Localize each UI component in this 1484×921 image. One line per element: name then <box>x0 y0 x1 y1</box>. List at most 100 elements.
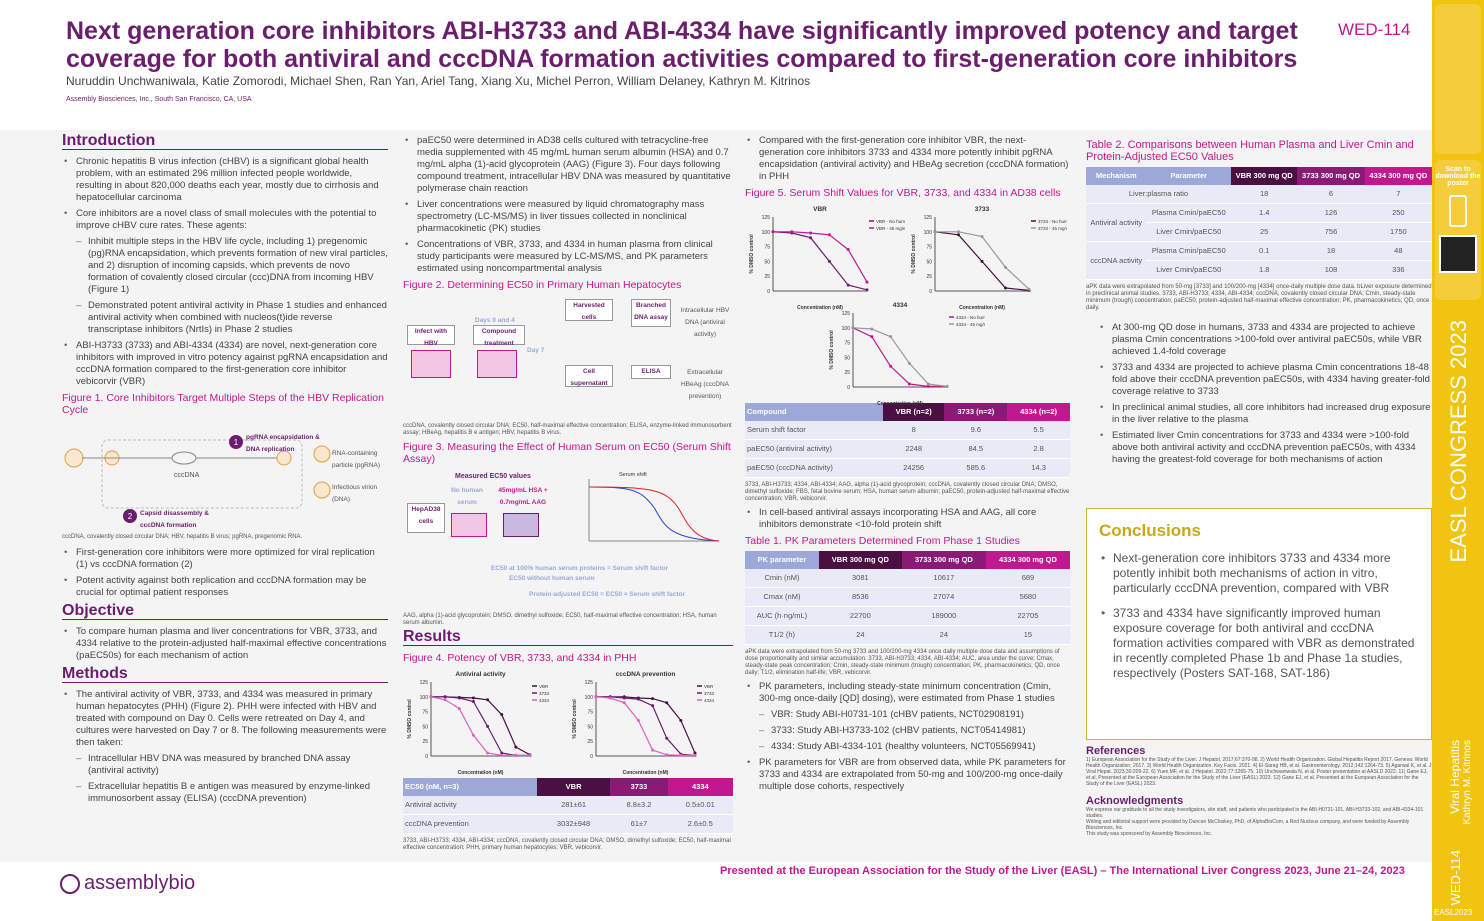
logo-text: assemblybio <box>84 872 196 894</box>
param-cell: Liver Cmin/paEC50 <box>1146 260 1231 280</box>
table2-cell: 25 <box>1230 222 1298 242</box>
serum-shift-title: Serum shift <box>619 472 647 478</box>
fig5-title: Figure 5. Serum Shift Values for VBR, 37… <box>745 187 1061 199</box>
sidebar-code: WED-114 <box>1448 850 1463 906</box>
qr-code[interactable] <box>1439 235 1477 273</box>
fig3-diagram: Measured EC50 values No human serum 45mg… <box>403 469 733 609</box>
ratio-cell: 7 <box>1364 185 1432 204</box>
y-axis-label: % DMSO control <box>829 330 835 370</box>
scan-text: Scan to download the poster <box>1435 166 1481 187</box>
methods-title: Methods <box>62 666 388 683</box>
fig5-cell: 5.5 <box>1007 421 1070 440</box>
legend-label: 3733 - 45 mg/ml HSA + 0.7mg/ml AAG <box>1038 226 1067 231</box>
references-text: 1) European Association for the Study of… <box>1086 757 1432 787</box>
series-line <box>595 696 695 756</box>
fig2-title: Figure 2. Determining EC50 in Primary Hu… <box>403 279 682 291</box>
col3-sub-1: VBR: Study ABI-H0731-101 (cHBV patients,… <box>745 709 1070 721</box>
y-axis-label: % DMSO control <box>407 699 413 739</box>
fig4-th: EC50 (nM, n=3) <box>403 778 537 796</box>
col4-bullet-4: Estimated liver Cmin concentrations for … <box>1098 430 1432 466</box>
y-tick-label: 0 <box>590 754 593 760</box>
data-point <box>1004 286 1007 290</box>
fig1-label-2: Capsid disassembly & cccDNA formation <box>140 510 209 529</box>
table1-th: 3733 300 mg QD <box>901 551 986 569</box>
y-tick-label: 50 <box>422 724 428 730</box>
data-point <box>693 753 697 757</box>
legend-label: VBR - No human serum <box>876 219 905 224</box>
table1-th: VBR 300 mg QD <box>818 551 902 569</box>
table1-cell: 24 <box>818 625 902 645</box>
extra-label: Extracellular HBeAg (cccDNA prevention) <box>680 369 730 400</box>
column-2: paEC50 were determined in AD38 cells cul… <box>403 135 733 852</box>
table1-cell: 189000 <box>901 606 986 626</box>
infectious-virion-icon <box>313 481 331 499</box>
y-tick-label: 125 <box>924 215 933 221</box>
y-tick-label: 125 <box>842 311 851 317</box>
assemblybio-logo: assemblybio <box>60 872 195 895</box>
mechanism-cell: Antiviral activity <box>1086 203 1147 242</box>
data-point <box>846 283 850 287</box>
table2-cell: 1750 <box>1364 222 1432 242</box>
data-point <box>443 695 447 699</box>
table2-cell: 336 <box>1364 260 1432 280</box>
series-line <box>852 327 947 387</box>
cccdna-chart: 0 25 50 75 100 125 cccDNA prevention Concentrat… <box>572 671 715 776</box>
data-point <box>1004 265 1007 269</box>
fig4-title: Figure 4. Potency of VBR, 3733, and 4334… <box>403 652 637 664</box>
day7-label: Day 7 <box>527 347 545 354</box>
fig4-cell: 3032±948 <box>536 814 611 834</box>
fig5-cell: 585.6 <box>944 458 1008 478</box>
methods-sub-1: Intracellular HBV DNA was measured by br… <box>62 753 388 777</box>
ratio-label: Liver:plasma ratio <box>1086 185 1231 204</box>
fig5-cell: paEC50 (antiviral activity) <box>745 439 883 459</box>
plate-icon <box>477 350 517 378</box>
no-serum-label: No human serum <box>451 487 483 506</box>
step-1-marker <box>229 435 243 449</box>
data-point <box>651 697 655 701</box>
data-point <box>980 235 984 239</box>
col4-bullet-2: 3733 and 4334 are projected to achieve p… <box>1098 362 1432 398</box>
column-1: Introduction Chronic hepatitis B virus i… <box>62 133 388 809</box>
y-tick-label: 100 <box>762 230 771 236</box>
table2-th: 4334 300 mg QD <box>1364 167 1432 185</box>
harvested-box: Harvested cells <box>565 299 613 321</box>
fig1-label-rna: RNA-containing particle (pgRNA) <box>332 450 381 469</box>
data-point <box>870 327 874 331</box>
fig4-cell: 61±7 <box>610 814 668 834</box>
data-point <box>429 695 433 699</box>
data-point <box>846 248 850 252</box>
param-cell: Plasma Cmin/paEC50 <box>1146 241 1231 261</box>
fig5-cell: 9.6 <box>944 421 1008 440</box>
fig1-title: Figure 1. Core Inhibitors Target Multipl… <box>62 392 384 416</box>
authors: Nuruddin Unchwaniwala, Katie Zomorodi, M… <box>66 74 811 88</box>
vbr-chart: 0 25 50 75 100 125 VBR Concentration (nM) % DMSO… <box>749 206 905 311</box>
data-point <box>457 707 461 711</box>
supernatant-box: Cell supernatant <box>565 365 613 387</box>
table1-cell: AUC (h·ng/mL) <box>745 606 819 626</box>
data-point <box>945 384 949 388</box>
3733-chart: 0 25 50 75 100 125 3733 Concentration (nM) % DMS… <box>911 206 1067 311</box>
legend-label: 4334 - No human serum <box>956 315 985 320</box>
data-point <box>636 718 640 722</box>
table1-cell: 10617 <box>901 569 986 588</box>
with-serum-label: 45mg/mL HSA + 0.7mg/mL AAG <box>498 487 548 506</box>
fig5-caption: 3733, ABI-H3733; 4334, ABI-4334; AAG, al… <box>745 482 1070 502</box>
virion-icon <box>64 448 84 468</box>
data-point <box>865 280 869 284</box>
fig5-th: VBR (n=2) <box>882 403 945 421</box>
y-axis-label: % DMSO control <box>572 699 578 739</box>
table1-cell: 3081 <box>818 569 902 588</box>
formula-2: Protein-adjusted EC50 = EC50 × Serum shi… <box>529 591 686 598</box>
data-point <box>679 753 683 757</box>
table2-th: VBR 300 mg QD <box>1230 167 1298 185</box>
y-tick-label: 125 <box>420 680 429 686</box>
data-point <box>926 382 930 386</box>
y-tick-label: 25 <box>926 274 932 280</box>
table1-th: PK parameter <box>745 551 819 569</box>
fig5-table: Compound VBR (n=2) 3733 (n=2) 4334 (n=2)… <box>745 403 1070 478</box>
logo-icon <box>60 873 80 894</box>
compound-box: Compound treatment <box>473 325 525 347</box>
methods-bullet-2: paEC50 were determined in AD38 cells cul… <box>403 135 733 195</box>
col3-bullet-3: PK parameters, including steady-state mi… <box>745 681 1070 705</box>
intro-sub-1: Inhibit multiple steps in the HBV life c… <box>62 236 388 296</box>
